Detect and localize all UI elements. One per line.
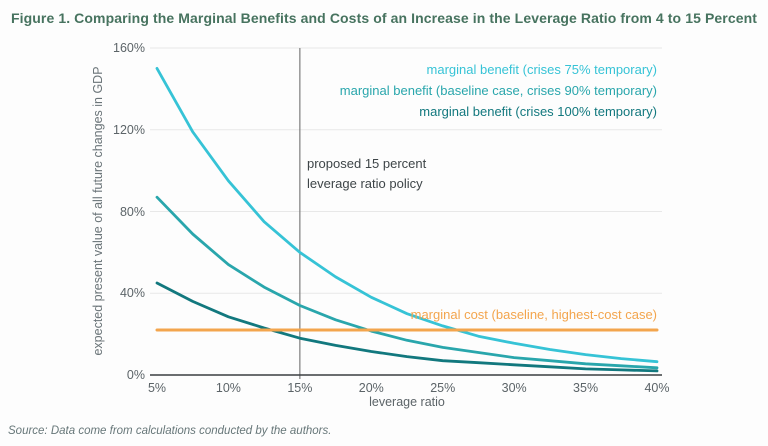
source-note: Source: Data come from calculations cond… bbox=[8, 425, 332, 437]
x-tick-label: 15% bbox=[287, 381, 313, 395]
annotation-line-2: leverage ratio policy bbox=[307, 176, 423, 191]
y-tick-label: 0% bbox=[126, 368, 145, 382]
x-tick-label: 5% bbox=[147, 381, 167, 395]
series-line-benefit90 bbox=[155, 195, 659, 370]
figure-title: Figure 1. Comparing the Marginal Benefit… bbox=[10, 10, 758, 26]
y-axis-title: expected present value of all future cha… bbox=[91, 66, 105, 356]
x-tick-label: 25% bbox=[430, 381, 456, 395]
x-axis-title: leverage ratio bbox=[369, 395, 445, 409]
x-tick-label: 30% bbox=[501, 381, 527, 395]
x-tick-label: 20% bbox=[358, 381, 384, 395]
y-tick-label: 80% bbox=[119, 204, 145, 219]
annotation-line-1: proposed 15 percent bbox=[307, 156, 427, 171]
y-tick-label: 160% bbox=[113, 41, 145, 55]
series-line-benefit100 bbox=[155, 281, 659, 373]
legend-item-marginal-cost: marginal cost (baseline, highest-cost ca… bbox=[410, 307, 657, 322]
x-tick-label: 35% bbox=[573, 381, 599, 395]
y-tick-label: 40% bbox=[119, 286, 145, 301]
legend-item-benefit-90: marginal benefit (baseline case, crises … bbox=[339, 83, 657, 98]
legend-item-benefit-75: marginal benefit (crises 75% temporary) bbox=[426, 62, 657, 77]
series-line-benefit75 bbox=[155, 67, 659, 364]
chart-legend: marginal benefit (crises 75% temporary) … bbox=[340, 59, 657, 122]
legend-item-benefit-100: marginal benefit (crises 100% temporary) bbox=[419, 104, 657, 119]
x-tick-label: 40% bbox=[644, 381, 670, 395]
x-tick-label: 10% bbox=[215, 381, 241, 395]
reference-line-annotation: proposed 15 percent leverage ratio polic… bbox=[307, 154, 426, 194]
y-tick-label: 120% bbox=[113, 122, 145, 137]
